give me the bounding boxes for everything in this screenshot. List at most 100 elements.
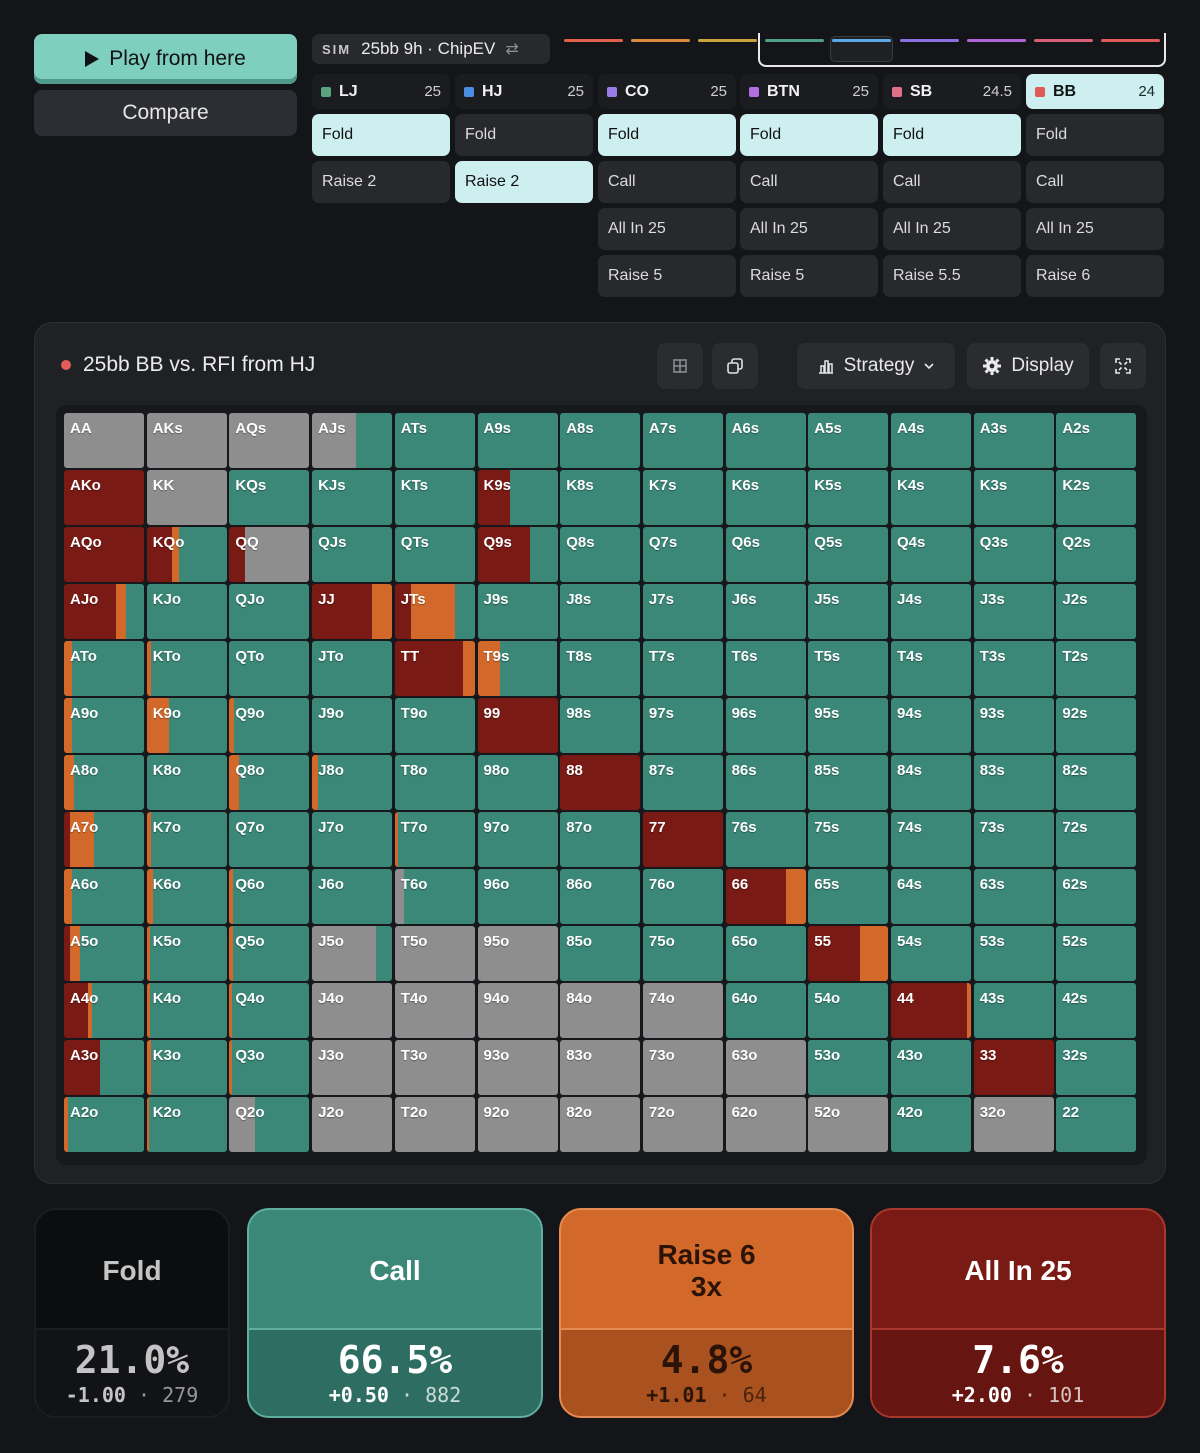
hand-cell[interactable]: KQo bbox=[146, 527, 227, 582]
hand-cell[interactable]: 96s bbox=[725, 698, 806, 753]
hand-cell[interactable]: Q6s bbox=[725, 527, 806, 582]
hand-cell[interactable]: T5o bbox=[394, 926, 475, 981]
hand-cell[interactable]: 64o bbox=[725, 983, 806, 1038]
hand-cell[interactable]: K6s bbox=[725, 470, 806, 525]
action-option[interactable]: Fold bbox=[598, 114, 736, 156]
hand-cell[interactable]: J7s bbox=[642, 584, 723, 639]
hand-cell[interactable]: J3o bbox=[312, 1040, 393, 1095]
hand-cell[interactable]: A6s bbox=[725, 413, 806, 468]
hand-cell[interactable]: A4o bbox=[64, 983, 144, 1038]
action-card[interactable]: Call 66.5% +0.50 · 882 bbox=[247, 1208, 543, 1418]
timeline-step[interactable] bbox=[1034, 39, 1093, 42]
hand-cell[interactable]: J2o bbox=[312, 1097, 393, 1152]
hand-cell[interactable]: 86o bbox=[560, 869, 641, 924]
hand-cell[interactable]: KJo bbox=[146, 584, 227, 639]
position-header[interactable]: CO 25 bbox=[598, 74, 736, 109]
hand-cell[interactable]: 94o bbox=[477, 983, 558, 1038]
timeline-step[interactable] bbox=[564, 39, 623, 42]
hand-cell[interactable]: Q8s bbox=[560, 527, 641, 582]
hand-cell[interactable]: J8o bbox=[312, 755, 393, 810]
hand-cell[interactable]: K8o bbox=[146, 755, 227, 810]
hand-cell[interactable]: 84s bbox=[891, 755, 971, 810]
hand-cell[interactable]: 62s bbox=[1056, 869, 1137, 924]
hand-cell[interactable]: A9o bbox=[64, 698, 144, 753]
hand-cell[interactable]: J4s bbox=[891, 584, 971, 639]
action-option[interactable]: Call bbox=[883, 161, 1021, 203]
strategy-dropdown[interactable]: Strategy bbox=[797, 343, 955, 389]
display-button[interactable]: Display bbox=[967, 343, 1089, 389]
hand-cell[interactable]: A3s bbox=[973, 413, 1054, 468]
hand-cell[interactable]: 96o bbox=[477, 869, 558, 924]
hand-cell[interactable]: 44 bbox=[891, 983, 971, 1038]
hand-cell[interactable]: 99 bbox=[477, 698, 558, 753]
hand-cell[interactable]: 52s bbox=[1056, 926, 1137, 981]
hand-cell[interactable]: T5s bbox=[808, 641, 889, 696]
hand-cell[interactable]: 76o bbox=[642, 869, 723, 924]
action-card[interactable]: All In 25 7.6% +2.00 · 101 bbox=[870, 1208, 1166, 1418]
hand-cell[interactable]: 75s bbox=[808, 812, 889, 867]
hand-cell[interactable]: J4o bbox=[312, 983, 393, 1038]
hand-cell[interactable]: Q7s bbox=[642, 527, 723, 582]
hand-cell[interactable]: A6o bbox=[64, 869, 144, 924]
hand-cell[interactable]: 73s bbox=[973, 812, 1054, 867]
hand-cell[interactable]: 75o bbox=[642, 926, 723, 981]
position-header[interactable]: SB 24.5 bbox=[883, 74, 1021, 109]
hand-cell[interactable]: 22 bbox=[1056, 1097, 1137, 1152]
hand-cell[interactable]: K3s bbox=[973, 470, 1054, 525]
hand-cell[interactable]: QTs bbox=[394, 527, 475, 582]
hand-cell[interactable]: KTs bbox=[394, 470, 475, 525]
hand-cell[interactable]: 53s bbox=[973, 926, 1054, 981]
grid-view-button[interactable] bbox=[657, 343, 703, 389]
hand-cell[interactable]: 54o bbox=[808, 983, 889, 1038]
hand-cell[interactable]: 42s bbox=[1056, 983, 1137, 1038]
hand-cell[interactable]: J5s bbox=[808, 584, 889, 639]
hand-cell[interactable]: 82s bbox=[1056, 755, 1137, 810]
hand-cell[interactable]: T6s bbox=[725, 641, 806, 696]
hand-cell[interactable]: 82o bbox=[560, 1097, 641, 1152]
hand-cell[interactable]: A8o bbox=[64, 755, 144, 810]
hand-cell[interactable]: KQs bbox=[229, 470, 310, 525]
hand-cell[interactable]: K5o bbox=[146, 926, 227, 981]
hand-cell[interactable]: T9o bbox=[394, 698, 475, 753]
hand-cell[interactable]: 73o bbox=[642, 1040, 723, 1095]
hand-cell[interactable]: T8o bbox=[394, 755, 475, 810]
hand-cell[interactable]: 53o bbox=[808, 1040, 889, 1095]
copy-button[interactable] bbox=[712, 343, 758, 389]
hand-cell[interactable]: AKo bbox=[64, 470, 144, 525]
hand-cell[interactable]: 66 bbox=[725, 869, 806, 924]
hand-cell[interactable]: J9s bbox=[477, 584, 558, 639]
hand-cell[interactable]: QJs bbox=[312, 527, 393, 582]
hand-cell[interactable]: JJ bbox=[312, 584, 393, 639]
timeline-step[interactable] bbox=[1101, 39, 1160, 42]
action-option[interactable]: Fold bbox=[1026, 114, 1164, 156]
hand-cell[interactable]: T7s bbox=[642, 641, 723, 696]
hand-cell[interactable]: K6o bbox=[146, 869, 227, 924]
hand-cell[interactable]: T9s bbox=[477, 641, 558, 696]
hand-cell[interactable]: 43s bbox=[973, 983, 1054, 1038]
swap-icon[interactable]: ⇄ bbox=[505, 41, 519, 58]
hand-cell[interactable]: 42o bbox=[891, 1097, 971, 1152]
timeline-step[interactable] bbox=[765, 39, 824, 42]
hand-cell[interactable]: J2s bbox=[1056, 584, 1137, 639]
hand-cell[interactable]: 62o bbox=[725, 1097, 806, 1152]
hand-cell[interactable]: T3o bbox=[394, 1040, 475, 1095]
hand-cell[interactable]: 98s bbox=[560, 698, 641, 753]
hand-cell[interactable]: Q4o bbox=[229, 983, 310, 1038]
hand-cell[interactable]: Q9s bbox=[477, 527, 558, 582]
position-header[interactable]: LJ 25 bbox=[312, 74, 450, 109]
action-option[interactable]: All In 25 bbox=[1026, 208, 1164, 250]
hand-cell[interactable]: 85o bbox=[560, 926, 641, 981]
hand-cell[interactable]: K3o bbox=[146, 1040, 227, 1095]
hand-cell[interactable]: K4o bbox=[146, 983, 227, 1038]
hand-cell[interactable]: 95s bbox=[808, 698, 889, 753]
hand-cell[interactable]: T3s bbox=[973, 641, 1054, 696]
hand-cell[interactable]: 97o bbox=[477, 812, 558, 867]
hand-cell[interactable]: A2o bbox=[64, 1097, 144, 1152]
hand-cell[interactable]: 74s bbox=[891, 812, 971, 867]
hand-cell[interactable]: AQs bbox=[229, 413, 310, 468]
hand-cell[interactable]: ATo bbox=[64, 641, 144, 696]
hand-cell[interactable]: 87o bbox=[560, 812, 641, 867]
hand-cell[interactable]: K9s bbox=[477, 470, 558, 525]
hand-cell[interactable]: 93o bbox=[477, 1040, 558, 1095]
hand-cell[interactable]: K2o bbox=[146, 1097, 227, 1152]
